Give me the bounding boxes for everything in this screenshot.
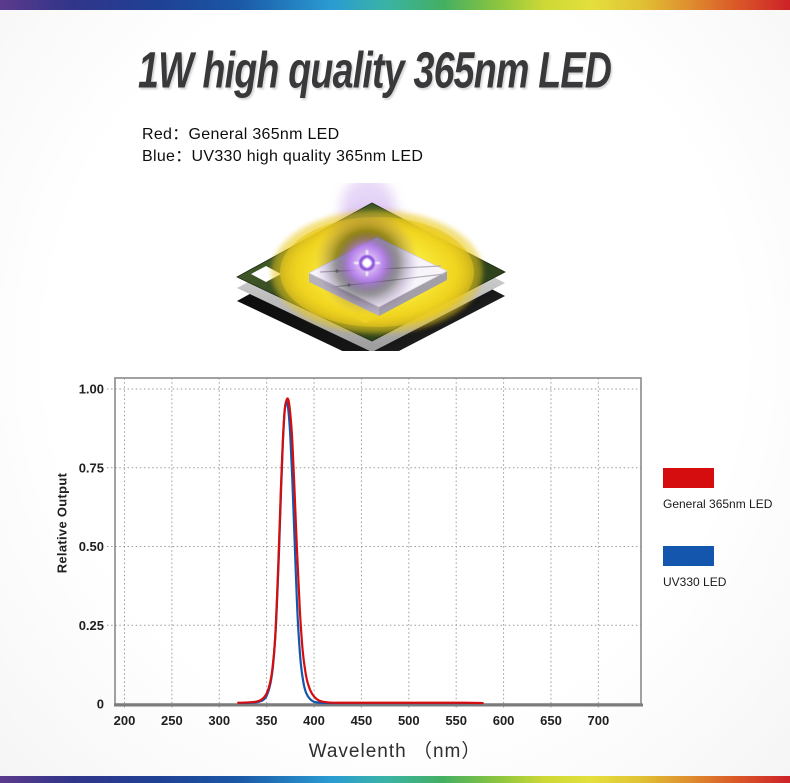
y-tick-label: 0 — [97, 697, 104, 712]
spectrum-chart: 1.00 0.75 0.50 0.25 0 200 250 300 350 400 450 500 55… — [79, 377, 643, 728]
x-tick-label: 650 — [540, 713, 562, 728]
x-tick-label: 400 — [303, 713, 325, 728]
series-line-general-365nm-led — [237, 397, 484, 705]
subtitle-red-line: Red：General 365nm LED — [142, 126, 340, 143]
uv-star-core — [363, 259, 371, 267]
x-tick-label: 250 — [161, 713, 183, 728]
x-tick-label: 450 — [351, 713, 373, 728]
x-tick-label: 700 — [587, 713, 609, 728]
plot-border — [114, 377, 642, 705]
x-tick-label: 600 — [493, 713, 515, 728]
uv-led-chip-illustration — [236, 183, 506, 351]
x-tick-label: 300 — [208, 713, 230, 728]
page-title-text: 1W high quality 365nm LED — [138, 40, 612, 99]
y-tick-label: 0.75 — [79, 460, 104, 475]
legend-label-uv330: UV330 LED — [663, 575, 727, 589]
x-tick-label: 550 — [445, 713, 467, 728]
legend-swatch-uv330 — [663, 546, 714, 566]
x-axis-label: Wavelenth （nm） — [308, 741, 482, 762]
x-tick-label: 200 — [114, 713, 136, 728]
subtitle-blue-line: Blue：UV330 high quality 365nm LED — [142, 148, 424, 165]
x-tick-label: 500 — [398, 713, 420, 728]
x-tick-label: 350 — [256, 713, 278, 728]
legend-label-general-365nm: General 365nm LED — [663, 497, 773, 511]
y-tick-label: 0.50 — [79, 539, 104, 554]
uv-star-ring — [359, 255, 375, 271]
y-axis-label: Relative Output — [54, 472, 70, 574]
y-tick-label: 0.25 — [79, 618, 104, 633]
color-key-note: Red：General 365nm LED Blue：UV330 high qu… — [142, 124, 423, 168]
top-rainbow-bar — [0, 0, 790, 10]
page-title: 1W high quality 365nm LED — [138, 40, 729, 99]
y-tick-label: 1.00 — [79, 382, 104, 397]
bottom-rainbow-bar — [0, 776, 790, 783]
chart-legend: General 365nm LED UV330 LED — [663, 468, 790, 598]
legend-swatch-general-365nm — [663, 468, 714, 488]
